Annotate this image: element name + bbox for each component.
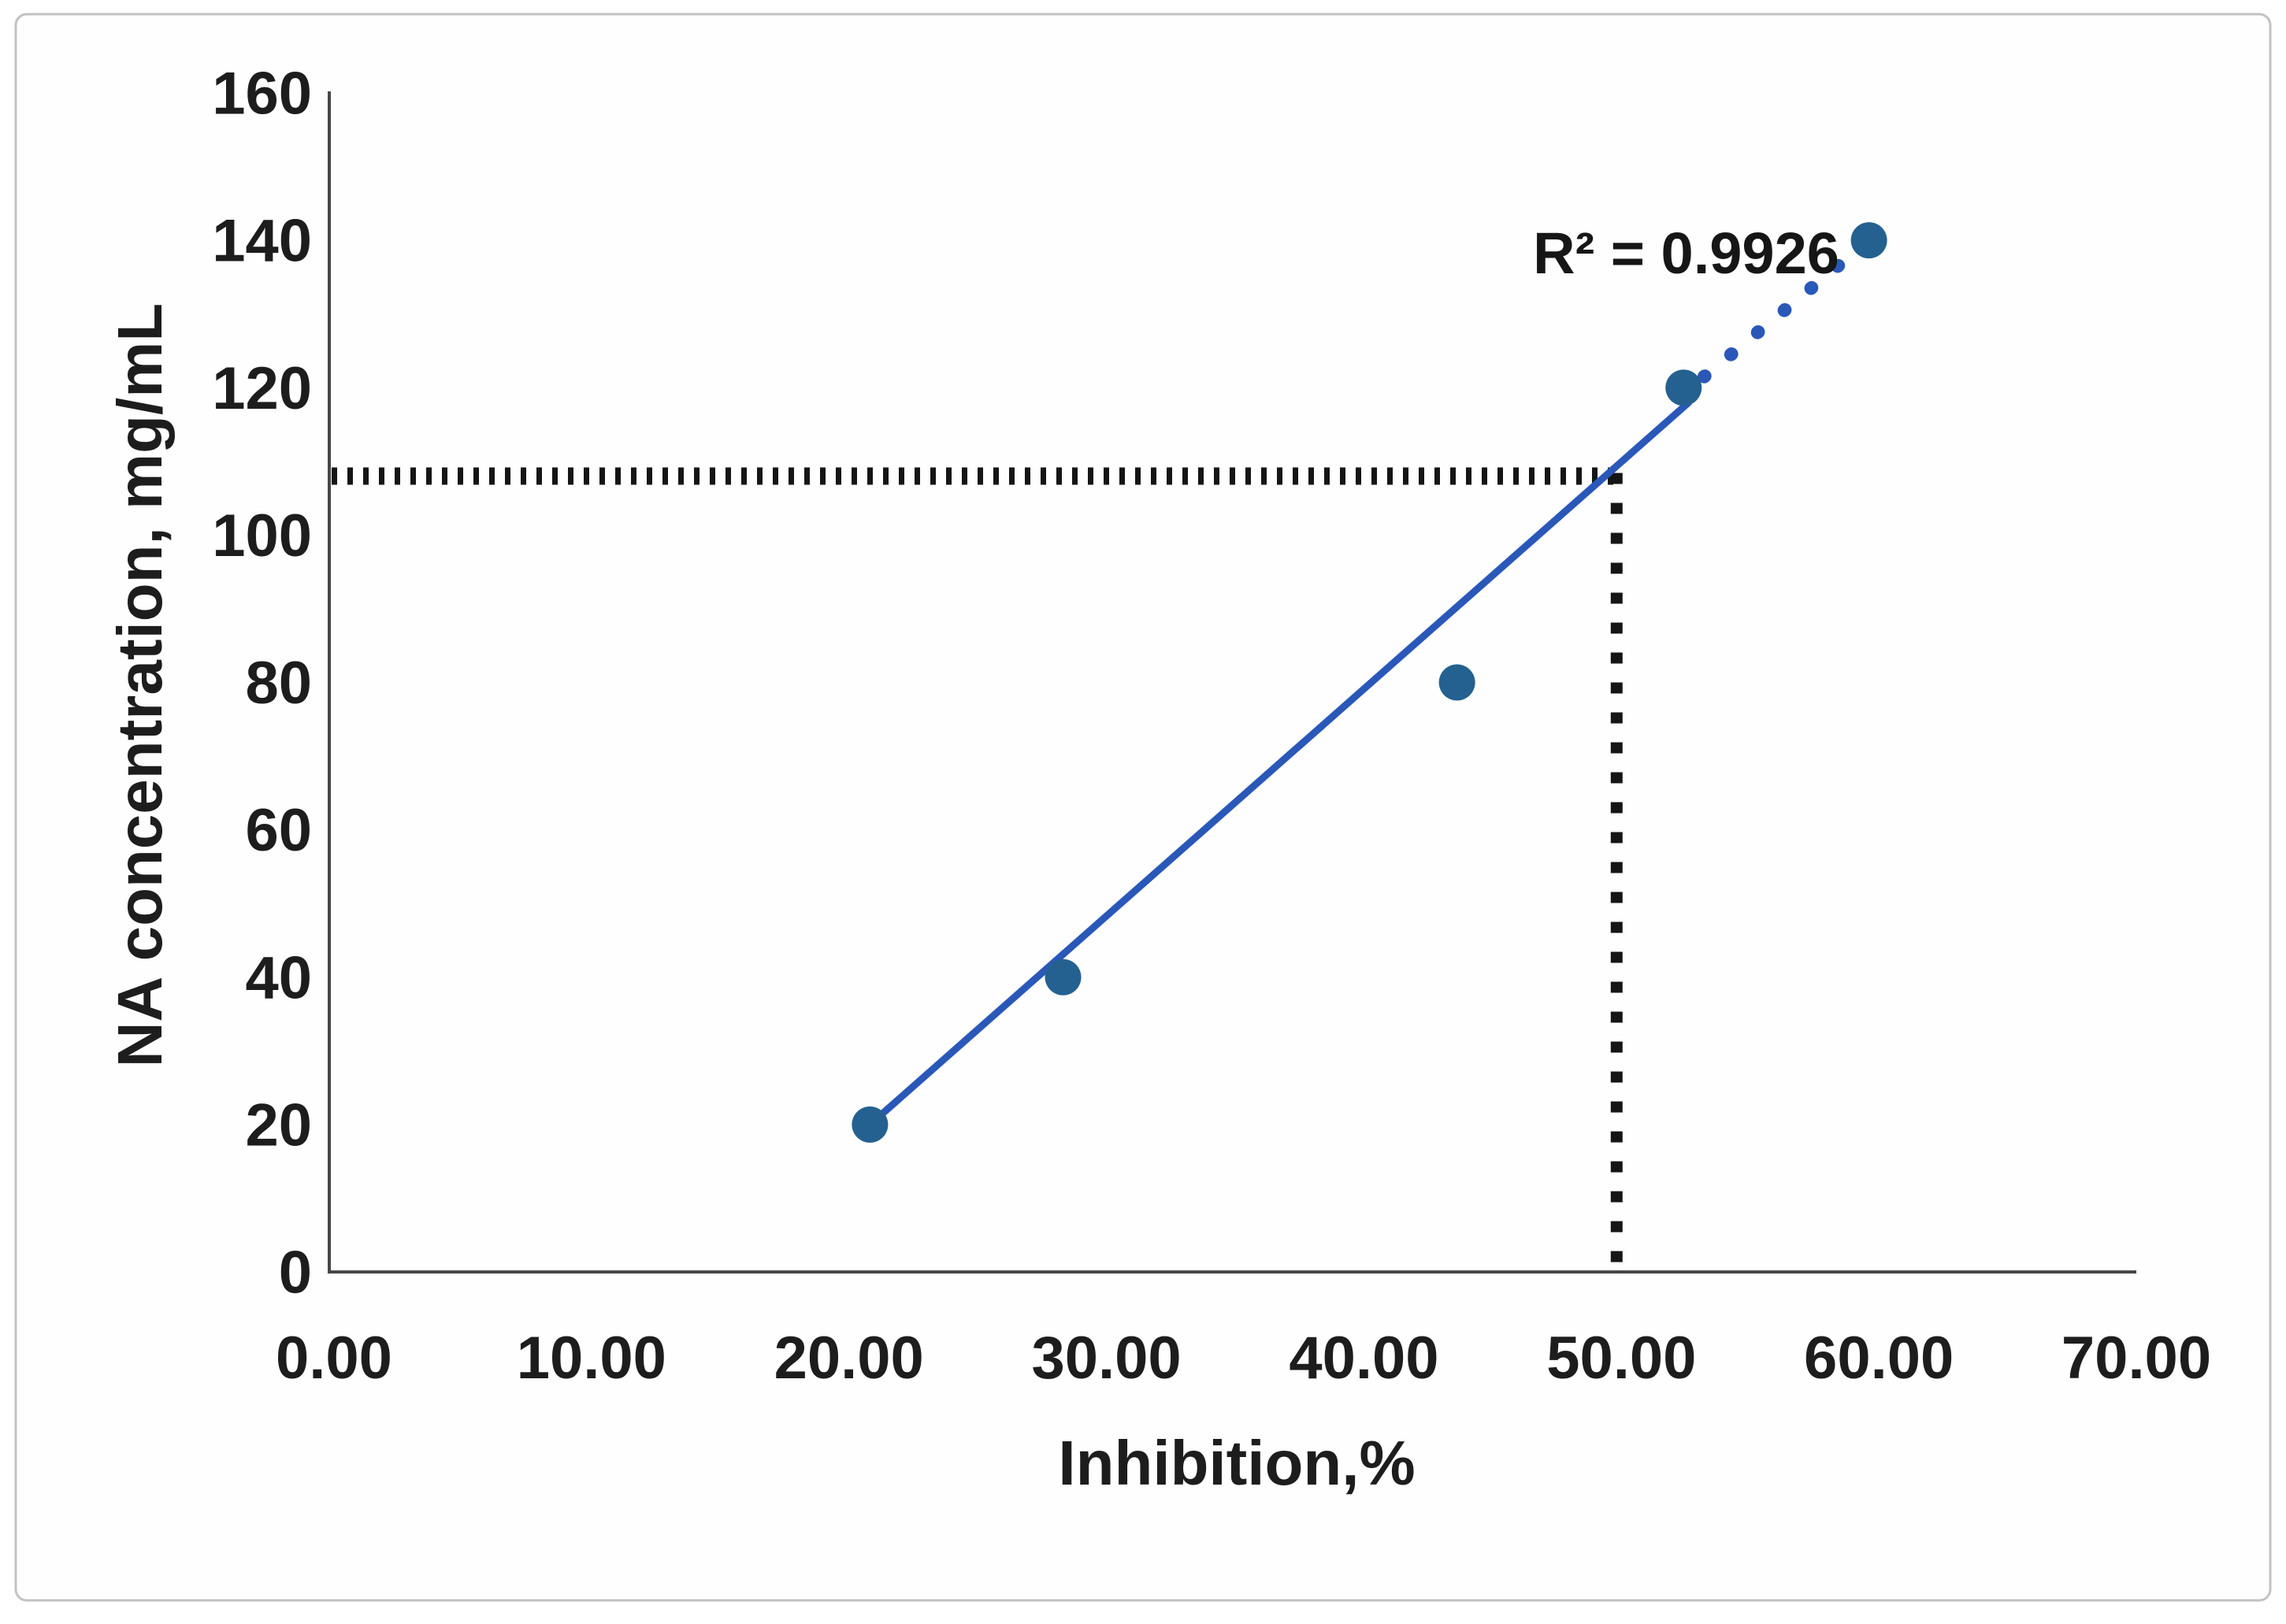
data-point (1850, 222, 1887, 259)
x-tick-label: 60.00 (1804, 1325, 1954, 1392)
y-tick-label: 20 (245, 1092, 312, 1159)
r-squared-annotation: R² = 0.9926 (1533, 221, 1839, 286)
y-tick-label: 160 (212, 61, 312, 128)
data-point (1045, 958, 1082, 996)
y-tick-label: 120 (212, 355, 312, 422)
y-axis-title: NA concentration, mg/mL (105, 303, 175, 1067)
x-tick-label: 50.00 (1546, 1325, 1696, 1392)
x-tick-label: 30.00 (1031, 1325, 1181, 1392)
x-tick-label: 20.00 (774, 1325, 924, 1392)
data-point (852, 1106, 889, 1143)
trend-line-dashed-extension (1697, 233, 1876, 384)
x-tick-label: 40.00 (1289, 1325, 1438, 1392)
x-tick-label: 70.00 (2061, 1325, 2211, 1392)
y-tick-labels: 0 20 40 60 80 100 120 140 160 (212, 61, 312, 1307)
data-point (1665, 369, 1702, 406)
x-tick-labels: 0.00 10.00 20.00 30.00 40.00 50.00 60.00 70.00 (276, 1325, 2211, 1392)
x-tick-label: 10.00 (517, 1325, 666, 1392)
data-points (852, 222, 1887, 1143)
figure-border (14, 13, 2272, 1602)
trend-line-solid (866, 399, 1693, 1129)
y-tick-label: 60 (245, 797, 312, 864)
data-point (1438, 664, 1475, 701)
y-tick-label: 80 (245, 650, 312, 717)
y-tick-label: 100 (212, 502, 312, 569)
y-tick-label: 0 (279, 1240, 312, 1307)
y-tick-label: 140 (212, 208, 312, 275)
y-tick-label: 40 (245, 944, 312, 1011)
x-tick-label: 0.00 (276, 1325, 392, 1392)
x-axis-title: Inhibition,% (1058, 1428, 1415, 1498)
